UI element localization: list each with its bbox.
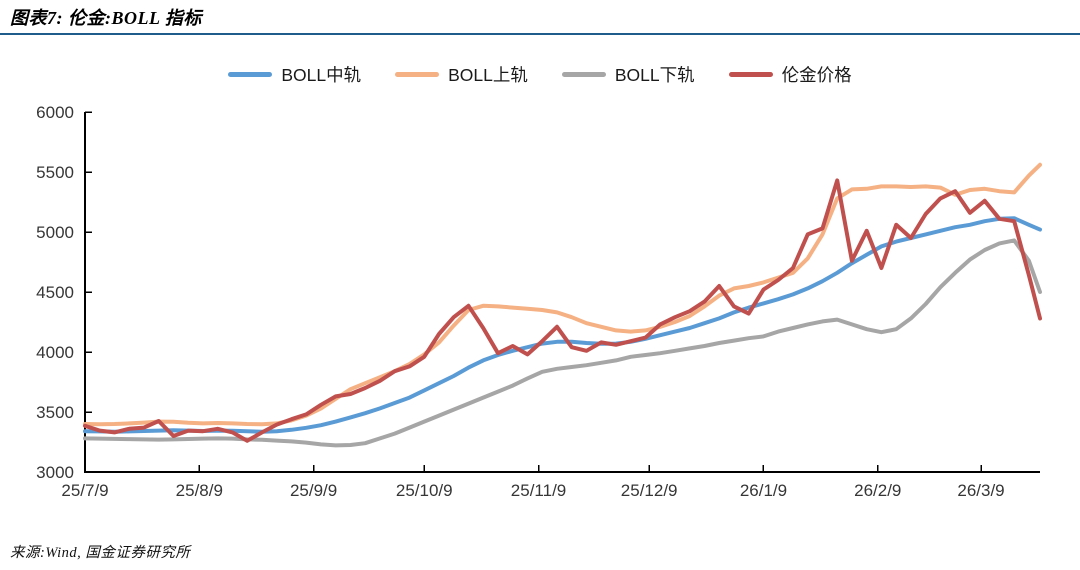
legend-item-boll-lower: BOLL下轨: [561, 62, 695, 87]
x-tick-label: 25/11/9: [511, 481, 566, 500]
legend: BOLL中轨 BOLL上轨 BOLL下轨 伦金价格: [0, 62, 1080, 87]
legend-label: BOLL上轨: [448, 65, 528, 85]
series-line-price: [83, 178, 1042, 443]
legend-label: BOLL中轨: [281, 65, 362, 85]
x-tick-label: 26/2/9: [854, 481, 901, 500]
y-tick-label: 4000: [36, 343, 74, 362]
legend-swatch: [228, 72, 273, 77]
series-line-boll-mid: [83, 216, 1042, 434]
legend-label: 伦金价格: [781, 65, 852, 85]
x-tick-label: 25/10/9: [396, 481, 453, 500]
chart-svg: 3000 3500 4000 4500 5000 5500 6000 25/7/9 25/8/9…: [36, 103, 1042, 500]
y-tick-label: 5500: [36, 163, 74, 182]
legend-item-boll-upper: BOLL上轨: [395, 62, 528, 87]
y-tick-label: 6000: [36, 103, 74, 122]
y-tick-label: 4500: [36, 283, 74, 302]
legend-item-boll-mid: BOLL中轨: [228, 62, 361, 87]
legend-label: BOLL下轨: [614, 65, 695, 85]
legend-swatch: [395, 72, 440, 77]
x-tick-label: 26/1/9: [740, 481, 787, 500]
x-tick-label: 25/9/9: [290, 481, 337, 500]
series-line-boll-upper: [83, 162, 1042, 427]
legend-swatch: [561, 72, 606, 77]
legend-swatch: [728, 72, 773, 77]
x-tick-label: 25/12/9: [621, 481, 678, 500]
y-tick-label: 3000: [36, 463, 74, 482]
y-tick-label: 5000: [36, 223, 74, 242]
legend-item-price: 伦金价格: [728, 62, 852, 87]
figure-title: 图表7: 伦金:BOLL 指标: [10, 8, 202, 28]
title-divider: [0, 33, 1080, 35]
y-tick-label: 3500: [36, 403, 74, 422]
x-tick-label: 25/7/9: [61, 481, 108, 500]
x-tick-label: 26/3/9: [957, 481, 1004, 500]
x-tick-label: 25/8/9: [176, 481, 223, 500]
source-note: 来源:Wind, 国金证券研究所: [10, 545, 191, 561]
